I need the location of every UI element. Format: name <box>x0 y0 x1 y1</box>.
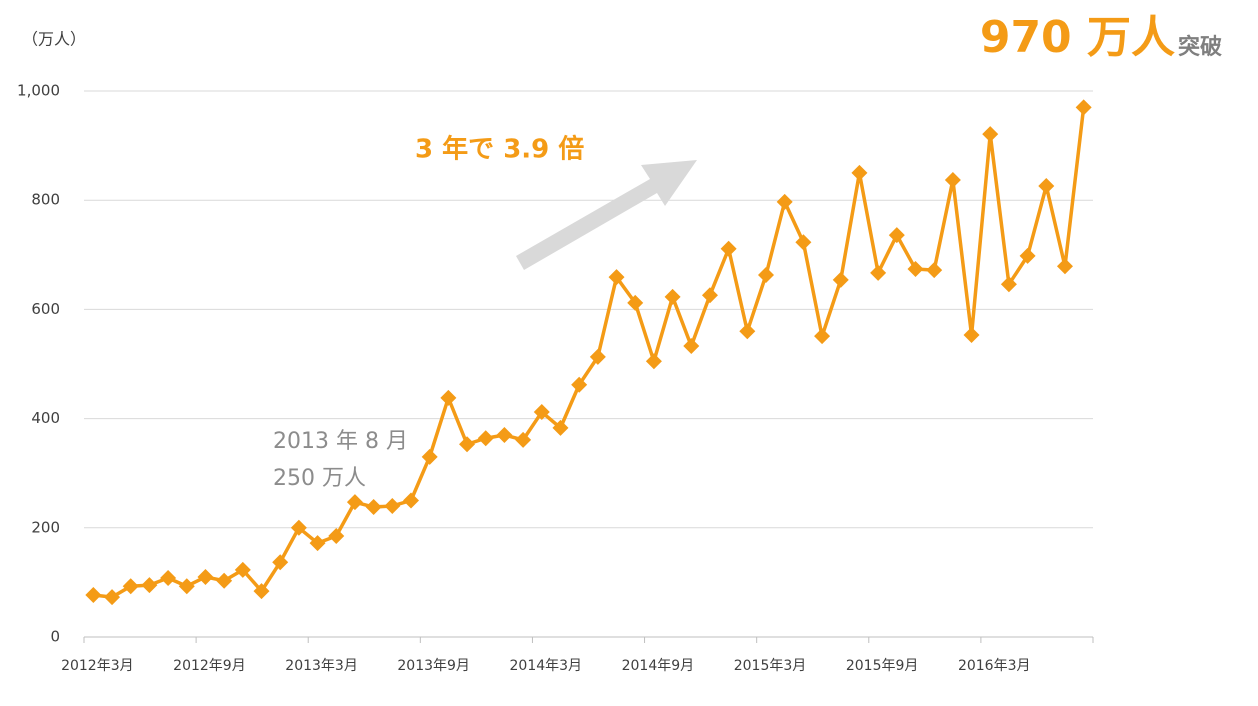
y-tick-label: 800 <box>31 191 60 209</box>
data-marker <box>1019 247 1036 264</box>
data-marker <box>160 570 177 587</box>
data-marker <box>85 586 102 603</box>
x-tick-label: 2015年9月 <box>846 658 919 674</box>
data-marker <box>832 271 849 288</box>
x-tick-label: 2014年9月 <box>622 658 695 674</box>
data-marker <box>888 227 905 244</box>
data-marker <box>421 448 438 465</box>
data-marker <box>477 430 494 447</box>
y-tick-label: 200 <box>31 518 60 536</box>
data-marker <box>1075 99 1092 116</box>
data-marker <box>645 353 662 370</box>
data-marker <box>683 337 700 354</box>
data-marker <box>515 431 532 448</box>
data-marker <box>758 267 775 284</box>
data-marker <box>664 288 681 305</box>
data-marker <box>944 171 961 188</box>
y-tick-label: 0 <box>50 628 60 646</box>
y-tick-label: 600 <box>31 300 60 318</box>
data-marker <box>851 164 868 181</box>
data-marker <box>701 287 718 304</box>
data-marker <box>440 389 457 406</box>
data-marker <box>795 234 812 251</box>
data-marker <box>739 323 756 340</box>
x-tick-label: 2013年3月 <box>285 658 358 674</box>
x-tick-label: 2016年3月 <box>958 658 1031 674</box>
data-marker <box>365 499 382 516</box>
data-line <box>93 107 1086 599</box>
data-marker <box>234 561 251 578</box>
data-marker <box>328 527 345 544</box>
y-tick-label: 400 <box>31 409 60 427</box>
data-marker <box>1056 258 1073 275</box>
data-marker <box>1038 178 1055 195</box>
data-marker <box>926 262 943 279</box>
data-marker <box>589 348 606 365</box>
x-tick-label: 2012年3月 <box>61 658 134 674</box>
data-marker <box>384 497 401 514</box>
x-tick-label: 2015年3月 <box>734 658 807 674</box>
x-tick-label: 2013年9月 <box>397 658 470 674</box>
data-marker <box>552 419 569 436</box>
data-marker <box>216 572 233 589</box>
y-tick-label: 1,000 <box>17 82 60 100</box>
data-marker <box>627 294 644 311</box>
data-marker <box>571 376 588 393</box>
data-marker <box>253 583 270 600</box>
data-marker <box>104 589 121 606</box>
data-marker <box>533 404 550 421</box>
point-annotation: 2013 年 8 月 <box>273 429 408 454</box>
data-marker <box>197 568 214 585</box>
headline: 970 万人 <box>980 12 1175 63</box>
point-annotation: 250 万人 <box>273 466 366 491</box>
headline-suffix: 突破 <box>1178 34 1222 60</box>
data-marker <box>982 126 999 143</box>
data-marker <box>141 577 158 594</box>
data-marker <box>459 436 476 453</box>
data-marker <box>720 240 737 257</box>
data-marker <box>290 519 307 536</box>
x-tick-label: 2012年9月 <box>173 658 246 674</box>
data-marker <box>178 578 195 595</box>
data-marker <box>309 535 326 552</box>
trend-arrow <box>516 160 697 270</box>
data-marker <box>402 492 419 509</box>
data-marker <box>963 327 980 344</box>
unit-label: （万人） <box>22 30 86 49</box>
data-marker <box>608 269 625 286</box>
data-marker <box>272 554 289 571</box>
data-marker <box>814 328 831 345</box>
growth-annotation: 3 年で 3.9 倍 <box>415 134 584 165</box>
data-marker <box>907 260 924 277</box>
data-marker <box>122 578 139 595</box>
x-tick-label: 2014年3月 <box>510 658 583 674</box>
data-marker <box>776 193 793 210</box>
data-marker <box>870 264 887 281</box>
data-marker <box>496 426 513 443</box>
data-marker <box>346 494 363 511</box>
data-marker <box>1000 276 1017 293</box>
